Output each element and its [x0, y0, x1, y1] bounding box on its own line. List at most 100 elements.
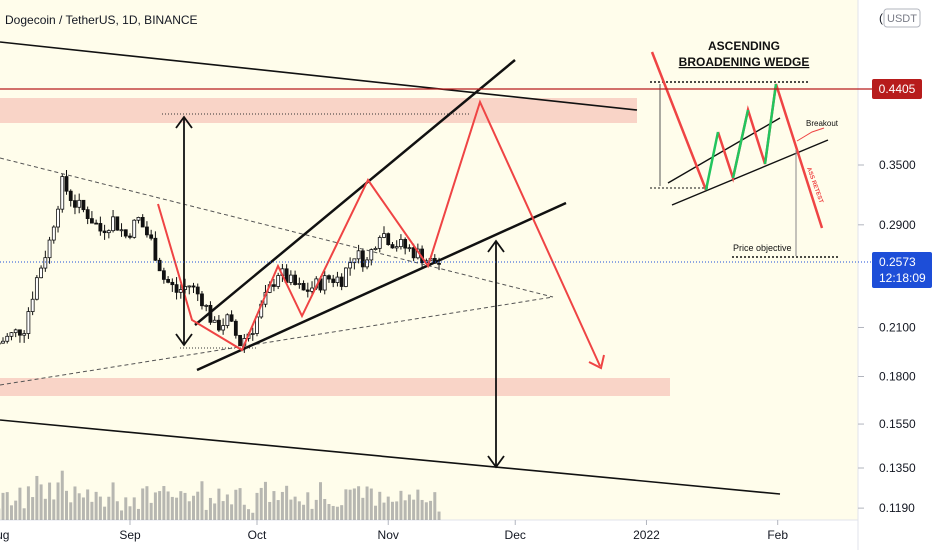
volume-bar	[281, 492, 284, 520]
y-tick-label: 0.3500	[879, 158, 916, 172]
volume-bar	[116, 501, 119, 520]
volume-bar	[429, 501, 432, 520]
volume-bar	[18, 488, 21, 520]
volume-bar	[200, 481, 203, 520]
volume-bar	[366, 487, 369, 520]
candle-body	[137, 217, 140, 220]
volume-bar	[404, 500, 407, 520]
candle-body	[344, 268, 347, 286]
candle-body	[171, 282, 174, 284]
candle-body	[213, 320, 216, 322]
inset-title-line2: BROADENING WEDGE	[679, 55, 810, 69]
volume-bar	[226, 494, 229, 520]
volume-bar	[188, 501, 191, 520]
candle-body	[48, 240, 51, 258]
volume-bar	[217, 489, 220, 520]
volume-bar	[234, 490, 237, 520]
x-tick-label: Aug	[0, 528, 9, 542]
volume-bar	[438, 512, 441, 520]
volume-bar	[344, 489, 347, 520]
candle-body	[14, 330, 17, 333]
volume-bar	[14, 501, 17, 520]
candle-body	[103, 231, 106, 233]
volume-bar	[298, 501, 301, 520]
candle-body	[57, 209, 60, 227]
volume-bar	[256, 493, 259, 520]
volume-bar	[175, 498, 178, 520]
volume-bar	[209, 498, 212, 520]
candle-body	[302, 283, 305, 290]
volume-bar	[239, 488, 242, 520]
volume-bar	[65, 491, 68, 520]
candle-body	[154, 238, 157, 260]
candle-body	[222, 326, 225, 330]
volume-bar	[73, 486, 76, 520]
candle-body	[298, 283, 301, 284]
candle-body	[162, 271, 165, 280]
volume-bar	[158, 491, 161, 520]
volume-bar	[107, 497, 110, 520]
x-tick-label: Sep	[119, 528, 141, 542]
candle-body	[289, 275, 292, 282]
volume-bar	[31, 497, 34, 520]
volume-bar	[302, 505, 305, 520]
volume-bar	[230, 504, 233, 520]
candle-body	[61, 177, 64, 210]
resistance-price-tag: 0.4405	[872, 79, 922, 99]
volume-bar	[179, 491, 182, 520]
volume-bar	[213, 503, 216, 520]
volume-bar	[150, 503, 153, 520]
candle-body	[99, 223, 102, 231]
volume-bar	[192, 496, 195, 520]
candle-body	[44, 258, 47, 268]
volume-bar	[433, 492, 436, 520]
candle-body	[230, 315, 233, 321]
y-tick-label: 0.1190	[879, 501, 915, 515]
volume-bar	[78, 493, 81, 520]
support-zone	[0, 378, 670, 396]
candle-body	[404, 239, 407, 248]
volume-bar	[349, 490, 352, 520]
volume-bar	[35, 476, 38, 520]
candle-body	[120, 230, 123, 231]
volume-bar	[124, 497, 127, 520]
candle-body	[327, 276, 330, 279]
countdown-text: 12:18:09	[879, 271, 926, 285]
candle-body	[383, 234, 386, 238]
candle-body	[65, 177, 68, 192]
volume-bar	[383, 503, 386, 520]
volume-bar	[361, 498, 364, 520]
candle-body	[18, 330, 21, 335]
candle-body	[196, 287, 199, 294]
candle-body	[40, 268, 43, 278]
volume-bar	[416, 490, 419, 520]
candle-body	[10, 333, 13, 337]
candle-body	[31, 299, 34, 311]
volume-bar	[340, 505, 343, 520]
candle-body	[150, 235, 153, 238]
volume-bar	[205, 510, 208, 520]
volume-bar	[399, 491, 402, 520]
volume-bar	[6, 492, 9, 520]
candle-body	[167, 279, 170, 282]
candle-body	[179, 289, 182, 292]
volume-bar	[387, 497, 390, 520]
candle-body	[391, 245, 394, 248]
volume-bar	[145, 486, 148, 520]
volume-bar	[162, 486, 165, 520]
volume-bar	[120, 510, 123, 520]
candle-body	[90, 219, 93, 224]
candle-body	[175, 285, 178, 293]
y-tick-label: 0.1550	[879, 417, 916, 431]
volume-bar	[353, 488, 356, 520]
candle-body	[200, 294, 203, 306]
candle-body	[387, 234, 390, 245]
candle-body	[205, 305, 208, 306]
candle-body	[332, 279, 335, 283]
volume-bar	[196, 492, 199, 520]
candle-body	[141, 217, 144, 227]
volume-bar	[327, 504, 330, 520]
x-tick-label: Feb	[767, 528, 788, 542]
candle-body	[412, 248, 415, 258]
